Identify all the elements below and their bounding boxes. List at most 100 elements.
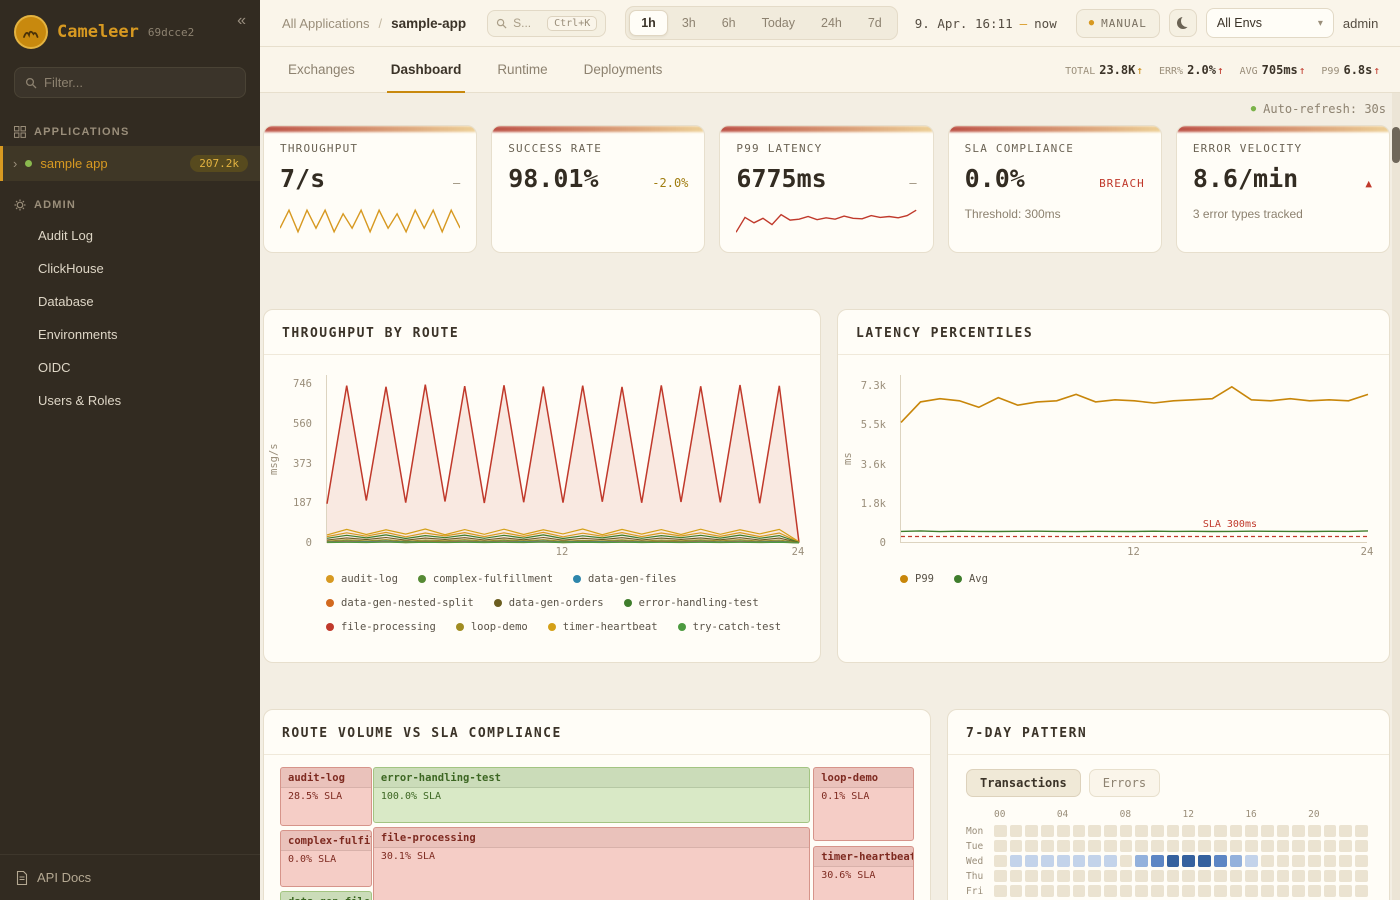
heatmap-cell[interactable]	[1120, 870, 1133, 882]
heatmap-cell[interactable]	[1041, 885, 1054, 897]
heatmap-cell[interactable]	[1324, 855, 1337, 867]
treemap-cell-audit-log[interactable]: audit-log28.5% SLA	[280, 767, 372, 826]
heatmap-cell[interactable]	[1245, 855, 1258, 867]
heatmap-cell[interactable]	[1230, 870, 1243, 882]
heatmap-cell[interactable]	[1088, 840, 1101, 852]
heatmap-cell[interactable]	[1324, 885, 1337, 897]
heatmap-cell[interactable]	[1214, 885, 1227, 897]
manual-refresh-button[interactable]: ● MANUAL	[1076, 9, 1160, 38]
heatmap-cell[interactable]	[1324, 825, 1337, 837]
sidebar-collapse-button[interactable]: «	[237, 12, 246, 30]
heatmap-cell[interactable]	[1277, 855, 1290, 867]
heatmap-cell[interactable]	[1151, 885, 1164, 897]
heatmap-cell[interactable]	[1010, 840, 1023, 852]
heatmap-cell[interactable]	[1277, 825, 1290, 837]
heatmap-cell[interactable]	[1088, 825, 1101, 837]
heatmap-cell[interactable]	[1104, 855, 1117, 867]
heatmap-cell[interactable]	[1010, 870, 1023, 882]
heatmap-cell[interactable]	[1182, 840, 1195, 852]
heatmap-cell[interactable]	[1104, 825, 1117, 837]
heatmap-cell[interactable]	[1308, 870, 1321, 882]
global-search-input[interactable]	[513, 16, 541, 30]
heatmap-cell[interactable]	[1057, 825, 1070, 837]
heatmap-cell[interactable]	[1135, 870, 1148, 882]
heatmap-cell[interactable]	[1073, 855, 1086, 867]
heatmap-cell[interactable]	[1025, 885, 1038, 897]
heatmap-cell[interactable]	[1167, 825, 1180, 837]
heatmap-cell[interactable]	[994, 855, 1007, 867]
heatmap-cell[interactable]	[1057, 885, 1070, 897]
heatmap-cell[interactable]	[1104, 885, 1117, 897]
heatmap-cell[interactable]	[1088, 870, 1101, 882]
heatmap-cell[interactable]	[1151, 840, 1164, 852]
heatmap-cell[interactable]	[1308, 885, 1321, 897]
heatmap-cell[interactable]	[1292, 870, 1305, 882]
time-range-24h[interactable]: 24h	[809, 10, 854, 36]
heatmap-cell[interactable]	[1151, 855, 1164, 867]
heatmap-cell[interactable]	[1277, 885, 1290, 897]
heatmap-cell[interactable]	[1041, 840, 1054, 852]
sidebar-item-clickhouse[interactable]: ClickHouse	[0, 252, 260, 285]
treemap-cell-error-handling-test[interactable]: error-handling-test100.0% SLA	[373, 767, 810, 823]
sidebar-item-users-roles[interactable]: Users & Roles	[0, 384, 260, 417]
heatmap-cell[interactable]	[1214, 855, 1227, 867]
heatmap-cell[interactable]	[1120, 855, 1133, 867]
heatmap-cell[interactable]	[994, 840, 1007, 852]
tab-exchanges[interactable]: Exchanges	[270, 47, 373, 92]
heatmap-cell[interactable]	[1198, 855, 1211, 867]
heatmap-cell[interactable]	[1198, 885, 1211, 897]
time-range-today[interactable]: Today	[750, 10, 807, 36]
sidebar-item-sample-app[interactable]: › sample app 207.2k	[0, 146, 260, 181]
heatmap-cell[interactable]	[1292, 840, 1305, 852]
treemap-cell-complex-fulfil[interactable]: complex-fulfil…0.0% SLA	[280, 830, 372, 887]
heatmap-cell[interactable]	[1167, 855, 1180, 867]
heatmap-cell[interactable]	[1308, 840, 1321, 852]
heatmap-cell[interactable]	[1104, 840, 1117, 852]
heatmap-cell[interactable]	[1339, 840, 1352, 852]
sidebar-item-environments[interactable]: Environments	[0, 318, 260, 351]
heatmap-cell[interactable]	[1010, 855, 1023, 867]
heatmap-cell[interactable]	[1355, 870, 1368, 882]
heatmap-cell[interactable]	[1261, 825, 1274, 837]
heatmap-cell[interactable]	[1057, 870, 1070, 882]
heatmap-cell[interactable]	[1151, 825, 1164, 837]
heatmap-cell[interactable]	[1261, 885, 1274, 897]
heatmap-cell[interactable]	[1198, 870, 1211, 882]
heatmap-cell[interactable]	[1355, 855, 1368, 867]
heatmap-cell[interactable]	[1324, 840, 1337, 852]
heatmap-cell[interactable]	[1135, 825, 1148, 837]
heatmap-cell[interactable]	[1182, 825, 1195, 837]
heatmap-cell[interactable]	[1010, 885, 1023, 897]
heatmap-cell[interactable]	[1308, 855, 1321, 867]
heatmap-cell[interactable]	[1261, 870, 1274, 882]
time-range-3h[interactable]: 3h	[670, 10, 708, 36]
heatmap-cell[interactable]	[1245, 840, 1258, 852]
heatmap-cell[interactable]	[1025, 870, 1038, 882]
tab-runtime[interactable]: Runtime	[479, 47, 565, 92]
toggle-errors[interactable]: Errors	[1089, 769, 1160, 797]
heatmap-cell[interactable]	[1355, 885, 1368, 897]
heatmap-cell[interactable]	[1151, 870, 1164, 882]
heatmap-cell[interactable]	[1245, 885, 1258, 897]
heatmap-cell[interactable]	[1135, 855, 1148, 867]
heatmap-cell[interactable]	[1339, 885, 1352, 897]
breadcrumb-root[interactable]: All Applications	[282, 16, 369, 31]
date-range[interactable]: 9. Apr. 16:11 – now	[915, 16, 1057, 31]
heatmap-cell[interactable]	[1198, 825, 1211, 837]
heatmap-cell[interactable]	[1041, 825, 1054, 837]
heatmap-cell[interactable]	[1120, 840, 1133, 852]
toggle-transactions[interactable]: Transactions	[966, 769, 1081, 797]
heatmap-cell[interactable]	[1230, 855, 1243, 867]
heatmap-cell[interactable]	[1025, 825, 1038, 837]
heatmap-cell[interactable]	[1261, 840, 1274, 852]
heatmap-cell[interactable]	[1292, 855, 1305, 867]
heatmap-cell[interactable]	[1025, 840, 1038, 852]
heatmap-cell[interactable]	[1167, 885, 1180, 897]
sidebar-item-oidc[interactable]: OIDC	[0, 351, 260, 384]
heatmap-cell[interactable]	[1339, 825, 1352, 837]
heatmap-cell[interactable]	[1308, 825, 1321, 837]
heatmap-cell[interactable]	[1182, 885, 1195, 897]
heatmap-cell[interactable]	[1073, 825, 1086, 837]
time-range-6h[interactable]: 6h	[710, 10, 748, 36]
heatmap-cell[interactable]	[1230, 885, 1243, 897]
